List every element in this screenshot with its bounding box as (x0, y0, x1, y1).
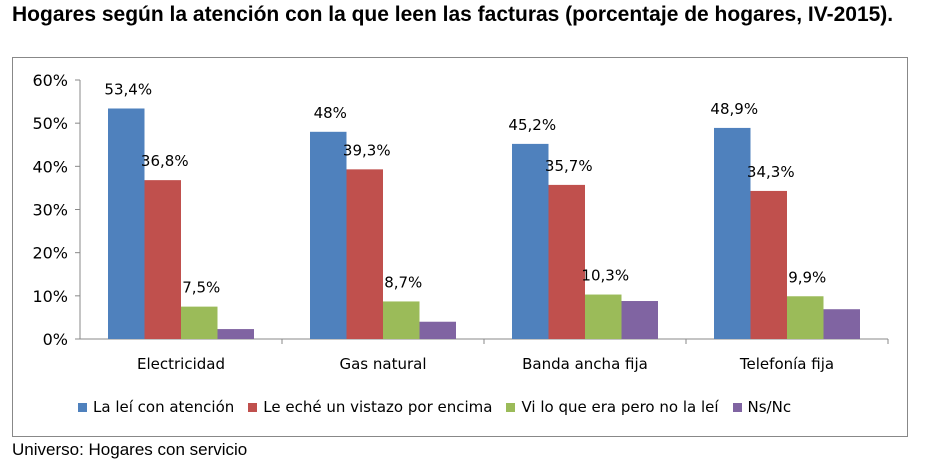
footer-note: Universo: Hogares con servicio (12, 440, 248, 459)
x-tick-label: Banda ancha fija (522, 355, 648, 373)
chart-frame (12, 57, 908, 437)
legend-swatch (248, 402, 258, 412)
bar-2 (181, 306, 218, 339)
legend-swatch (78, 402, 87, 412)
y-tick-label: 60% (32, 71, 68, 90)
legend-item: Ns/Nc (732, 398, 792, 416)
legend: La leí con atención Le eché un vistazo po… (78, 398, 791, 416)
data-label: 8,7% (384, 273, 422, 291)
data-label: 53,4% (104, 80, 152, 98)
data-label: 45,2% (508, 116, 556, 134)
bar-1 (144, 180, 181, 339)
data-label: 34,3% (747, 163, 795, 181)
bar-chart: 0% 10% 20% 30% 40% 50% 60% Electricidad 53,4% 36,… (32, 71, 889, 373)
bar-3 (823, 309, 860, 339)
bar-0 (310, 131, 347, 339)
x-tick-label: Telefonía fija (739, 355, 834, 373)
legend-label: La leí con atención (93, 398, 235, 416)
x-tick-label: Gas natural (339, 355, 426, 373)
legend-label: Vi lo que era pero no la leí (521, 398, 719, 416)
bar-3 (621, 301, 658, 339)
bar-2 (787, 296, 824, 339)
data-label: 10,3% (581, 267, 629, 285)
y-tick-label: 50% (32, 114, 68, 133)
bar-1 (750, 190, 787, 339)
data-label: 35,7% (545, 157, 593, 175)
legend-label: Le eché un vistazo por encima (263, 398, 493, 416)
y-tick-label: 40% (32, 157, 68, 176)
chart-title: Hogares según la atención con la que lee… (12, 3, 894, 26)
bar-1 (548, 184, 585, 339)
legend-label: Ns/Nc (747, 398, 792, 416)
y-tick-label: 30% (32, 201, 68, 220)
data-label: 9,9% (788, 268, 826, 286)
data-label: 7,5% (182, 279, 220, 297)
bar-3 (419, 321, 456, 339)
y-tick-label: 20% (32, 244, 68, 263)
y-tick-label: 0% (43, 330, 68, 349)
data-label: 36,8% (141, 152, 189, 170)
bar-2 (383, 301, 420, 339)
y-tick-label: 10% (32, 287, 68, 306)
legend-item: Le eché un vistazo por encima (248, 398, 492, 416)
bar-0 (714, 127, 751, 339)
data-label: 39,3% (343, 141, 391, 159)
legend-swatch (732, 402, 742, 412)
data-label: 48% (314, 104, 347, 122)
legend-item: La leí con atención (78, 398, 234, 416)
x-tick-label: Electricidad (137, 355, 225, 373)
legend-swatch (506, 402, 516, 412)
legend-item: Vi lo que era pero no la leí (506, 398, 719, 416)
bar-1 (346, 169, 383, 339)
bar-0 (512, 143, 549, 339)
bar-0 (108, 108, 145, 340)
bar-3 (217, 329, 254, 339)
data-label: 48,9% (710, 100, 758, 118)
bar-2 (585, 294, 622, 339)
